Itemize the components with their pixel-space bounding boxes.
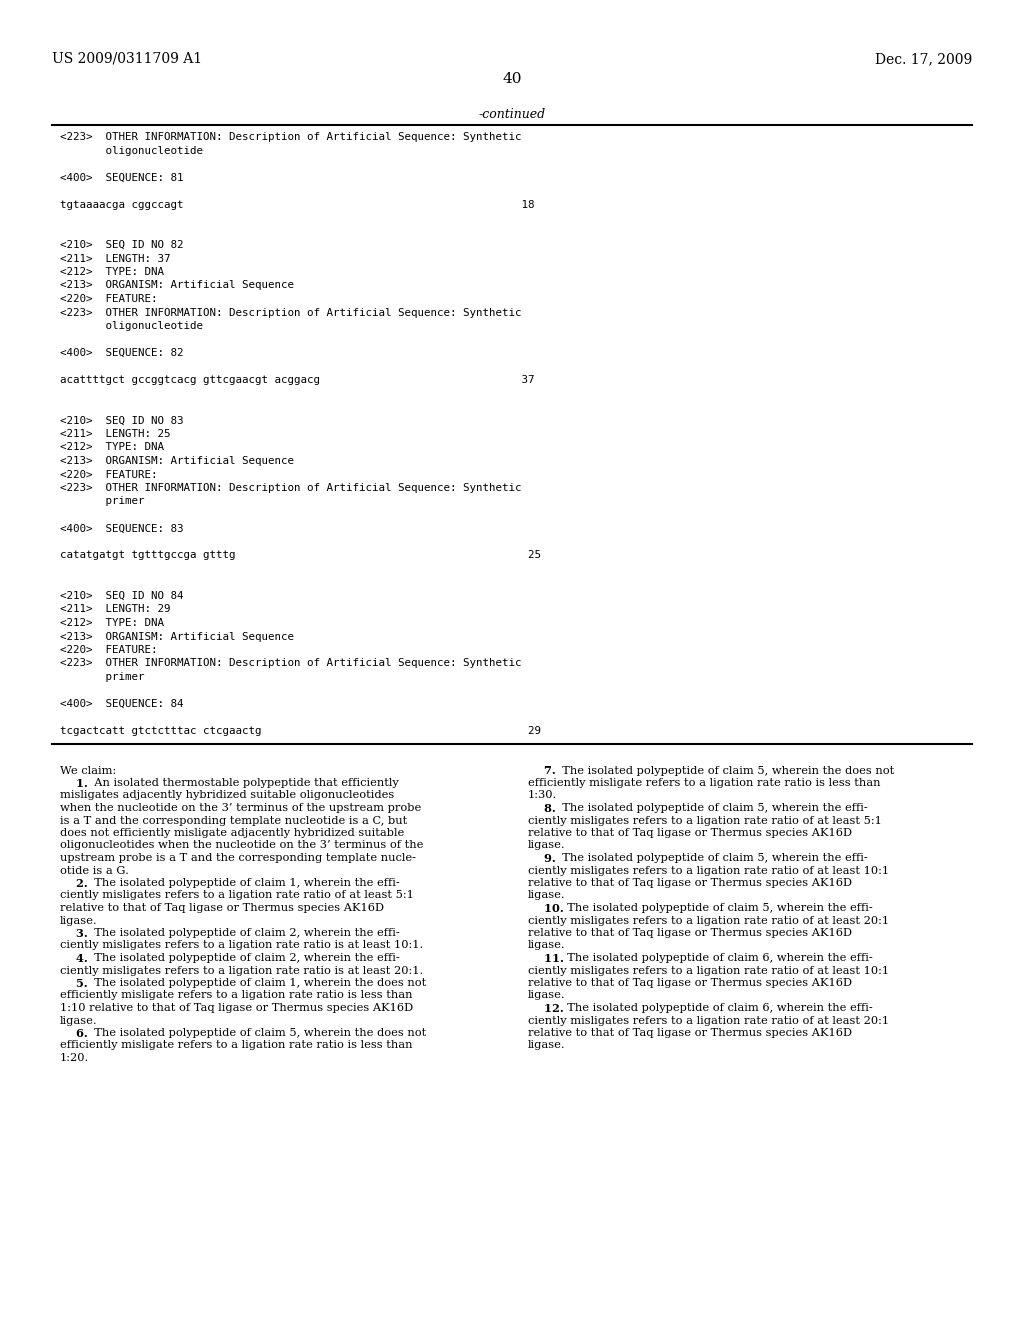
Text: 9.: 9.	[528, 853, 556, 865]
Text: 40: 40	[502, 73, 522, 86]
Text: <223>  OTHER INFORMATION: Description of Artificial Sequence: Synthetic: <223> OTHER INFORMATION: Description of …	[60, 308, 521, 318]
Text: <400>  SEQUENCE: 84: <400> SEQUENCE: 84	[60, 700, 183, 709]
Text: The isolated polypeptide of claim 6, wherein the effi-: The isolated polypeptide of claim 6, whe…	[560, 1003, 872, 1012]
Text: is a T and the corresponding template nucleotide is a C, but: is a T and the corresponding template nu…	[60, 816, 408, 825]
Text: An isolated thermostable polypeptide that efficiently: An isolated thermostable polypeptide tha…	[87, 777, 399, 788]
Text: 7.: 7.	[528, 766, 556, 776]
Text: <211>  LENGTH: 29: <211> LENGTH: 29	[60, 605, 171, 615]
Text: relative to that of Taq ligase or Thermus species AK16D: relative to that of Taq ligase or Thermu…	[528, 1028, 852, 1038]
Text: 4.: 4.	[60, 953, 88, 964]
Text: relative to that of Taq ligase or Thermus species AK16D: relative to that of Taq ligase or Thermu…	[528, 978, 852, 987]
Text: efficiently misligate refers to a ligation rate ratio is less than: efficiently misligate refers to a ligati…	[60, 1040, 413, 1051]
Text: The isolated polypeptide of claim 2, wherein the effi-: The isolated polypeptide of claim 2, whe…	[87, 928, 400, 939]
Text: 1.: 1.	[60, 777, 88, 789]
Text: <211>  LENGTH: 25: <211> LENGTH: 25	[60, 429, 171, 440]
Text: efficiently misligate refers to a ligation rate ratio is less than: efficiently misligate refers to a ligati…	[528, 777, 881, 788]
Text: <213>  ORGANISM: Artificial Sequence: <213> ORGANISM: Artificial Sequence	[60, 631, 294, 642]
Text: <212>  TYPE: DNA: <212> TYPE: DNA	[60, 267, 164, 277]
Text: ciently misligates refers to a ligation rate ratio of at least 10:1: ciently misligates refers to a ligation …	[528, 866, 889, 875]
Text: 5.: 5.	[60, 978, 88, 989]
Text: Dec. 17, 2009: Dec. 17, 2009	[874, 51, 972, 66]
Text: ligase.: ligase.	[60, 916, 97, 925]
Text: <220>  FEATURE:: <220> FEATURE:	[60, 645, 158, 655]
Text: <220>  FEATURE:: <220> FEATURE:	[60, 470, 158, 479]
Text: ciently misligates refers to a ligation rate ratio of at least 5:1: ciently misligates refers to a ligation …	[528, 816, 882, 825]
Text: ciently misligates refers to a ligation rate ratio is at least 20:1.: ciently misligates refers to a ligation …	[60, 965, 423, 975]
Text: The isolated polypeptide of claim 5, wherein the effi-: The isolated polypeptide of claim 5, whe…	[555, 853, 868, 863]
Text: oligonucleotide: oligonucleotide	[60, 321, 203, 331]
Text: The isolated polypeptide of claim 1, wherein the effi-: The isolated polypeptide of claim 1, whe…	[87, 878, 400, 888]
Text: ligase.: ligase.	[528, 891, 565, 900]
Text: ligase.: ligase.	[528, 841, 565, 850]
Text: <400>  SEQUENCE: 82: <400> SEQUENCE: 82	[60, 348, 183, 358]
Text: oligonucleotide: oligonucleotide	[60, 145, 203, 156]
Text: does not efficiently misligate adjacently hybridized suitable: does not efficiently misligate adjacentl…	[60, 828, 404, 838]
Text: ligase.: ligase.	[528, 990, 565, 1001]
Text: ciently misligates refers to a ligation rate ratio is at least 10:1.: ciently misligates refers to a ligation …	[60, 940, 423, 950]
Text: relative to that of Taq ligase or Thermus species AK16D: relative to that of Taq ligase or Thermu…	[60, 903, 384, 913]
Text: <400>  SEQUENCE: 83: <400> SEQUENCE: 83	[60, 524, 183, 533]
Text: <211>  LENGTH: 37: <211> LENGTH: 37	[60, 253, 171, 264]
Text: <223>  OTHER INFORMATION: Description of Artificial Sequence: Synthetic: <223> OTHER INFORMATION: Description of …	[60, 483, 521, 492]
Text: <210>  SEQ ID NO 82: <210> SEQ ID NO 82	[60, 240, 183, 249]
Text: primer: primer	[60, 496, 144, 507]
Text: The isolated polypeptide of claim 5, wherein the does not: The isolated polypeptide of claim 5, whe…	[555, 766, 895, 776]
Text: relative to that of Taq ligase or Thermus species AK16D: relative to that of Taq ligase or Thermu…	[528, 928, 852, 939]
Text: <213>  ORGANISM: Artificial Sequence: <213> ORGANISM: Artificial Sequence	[60, 281, 294, 290]
Text: The isolated polypeptide of claim 5, wherein the effi-: The isolated polypeptide of claim 5, whe…	[560, 903, 872, 913]
Text: catatgatgt tgtttgccga gtttg                                             25: catatgatgt tgtttgccga gtttg 25	[60, 550, 541, 561]
Text: oligonucleotides when the nucleotide on the 3’ terminus of the: oligonucleotides when the nucleotide on …	[60, 841, 423, 850]
Text: 1:20.: 1:20.	[60, 1053, 89, 1063]
Text: ciently misligates refers to a ligation rate ratio of at least 5:1: ciently misligates refers to a ligation …	[60, 891, 414, 900]
Text: otide is a G.: otide is a G.	[60, 866, 129, 875]
Text: upstream probe is a T and the corresponding template nucle-: upstream probe is a T and the correspond…	[60, 853, 416, 863]
Text: ciently misligates refers to a ligation rate ratio of at least 10:1: ciently misligates refers to a ligation …	[528, 965, 889, 975]
Text: <223>  OTHER INFORMATION: Description of Artificial Sequence: Synthetic: <223> OTHER INFORMATION: Description of …	[60, 659, 521, 668]
Text: -continued: -continued	[478, 108, 546, 121]
Text: The isolated polypeptide of claim 1, wherein the does not: The isolated polypeptide of claim 1, whe…	[87, 978, 427, 987]
Text: US 2009/0311709 A1: US 2009/0311709 A1	[52, 51, 202, 66]
Text: The isolated polypeptide of claim 6, wherein the effi-: The isolated polypeptide of claim 6, whe…	[560, 953, 872, 964]
Text: 6.: 6.	[60, 1028, 88, 1039]
Text: <210>  SEQ ID NO 83: <210> SEQ ID NO 83	[60, 416, 183, 425]
Text: tcgactcatt gtctctttac ctcgaactg                                         29: tcgactcatt gtctctttac ctcgaactg 29	[60, 726, 541, 737]
Text: We claim:: We claim:	[60, 766, 117, 776]
Text: acattttgct gccggtcacg gttcgaacgt acggacg                               37: acattttgct gccggtcacg gttcgaacgt acggacg…	[60, 375, 535, 385]
Text: <210>  SEQ ID NO 84: <210> SEQ ID NO 84	[60, 591, 183, 601]
Text: ligase.: ligase.	[528, 1040, 565, 1051]
Text: tgtaaaacga cggccagt                                                    18: tgtaaaacga cggccagt 18	[60, 199, 535, 210]
Text: 12.: 12.	[528, 1003, 564, 1014]
Text: 1:30.: 1:30.	[528, 791, 557, 800]
Text: The isolated polypeptide of claim 2, wherein the effi-: The isolated polypeptide of claim 2, whe…	[87, 953, 400, 964]
Text: <220>  FEATURE:: <220> FEATURE:	[60, 294, 158, 304]
Text: The isolated polypeptide of claim 5, wherein the effi-: The isolated polypeptide of claim 5, whe…	[555, 803, 868, 813]
Text: efficiently misligate refers to a ligation rate ratio is less than: efficiently misligate refers to a ligati…	[60, 990, 413, 1001]
Text: 2.: 2.	[60, 878, 88, 888]
Text: misligates adjacently hybridized suitable oligonucleotides: misligates adjacently hybridized suitabl…	[60, 791, 394, 800]
Text: primer: primer	[60, 672, 144, 682]
Text: ciently misligates refers to a ligation rate ratio of at least 20:1: ciently misligates refers to a ligation …	[528, 1015, 889, 1026]
Text: <212>  TYPE: DNA: <212> TYPE: DNA	[60, 442, 164, 453]
Text: ligase.: ligase.	[528, 940, 565, 950]
Text: relative to that of Taq ligase or Thermus species AK16D: relative to that of Taq ligase or Thermu…	[528, 828, 852, 838]
Text: <223>  OTHER INFORMATION: Description of Artificial Sequence: Synthetic: <223> OTHER INFORMATION: Description of …	[60, 132, 521, 143]
Text: 8.: 8.	[528, 803, 556, 814]
Text: relative to that of Taq ligase or Thermus species AK16D: relative to that of Taq ligase or Thermu…	[528, 878, 852, 888]
Text: 3.: 3.	[60, 928, 88, 939]
Text: <213>  ORGANISM: Artificial Sequence: <213> ORGANISM: Artificial Sequence	[60, 455, 294, 466]
Text: The isolated polypeptide of claim 5, wherein the does not: The isolated polypeptide of claim 5, whe…	[87, 1028, 427, 1038]
Text: 10.: 10.	[528, 903, 564, 913]
Text: 1:10 relative to that of Taq ligase or Thermus species AK16D: 1:10 relative to that of Taq ligase or T…	[60, 1003, 413, 1012]
Text: ciently misligates refers to a ligation rate ratio of at least 20:1: ciently misligates refers to a ligation …	[528, 916, 889, 925]
Text: <400>  SEQUENCE: 81: <400> SEQUENCE: 81	[60, 173, 183, 182]
Text: <212>  TYPE: DNA: <212> TYPE: DNA	[60, 618, 164, 628]
Text: when the nucleotide on the 3’ terminus of the upstream probe: when the nucleotide on the 3’ terminus o…	[60, 803, 421, 813]
Text: 11.: 11.	[528, 953, 564, 964]
Text: ligase.: ligase.	[60, 1015, 97, 1026]
